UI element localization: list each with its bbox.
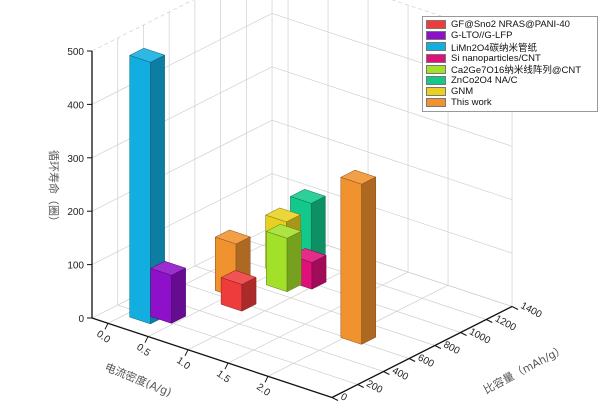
legend-label: GF@Sno2 NRAS@PANI-40: [451, 19, 570, 31]
legend: GF@Sno2 NRAS@PANI-40 G-LTO//G-LFP LiMn2O4碳…: [422, 16, 598, 112]
y-tick: [511, 306, 519, 310]
wall-grid-line: [271, 173, 513, 254]
x-tick-label: 0.0: [94, 329, 112, 346]
y-tick-label: 0: [339, 391, 349, 404]
y-tick: [357, 384, 364, 388]
z-tick-label: 400: [67, 100, 84, 111]
y-tick-label: 1400: [519, 300, 544, 320]
bar-side-face: [361, 176, 377, 345]
legend-label: Ca2Ge7O16纳米线阵列@CNT: [451, 65, 582, 77]
x-tick: [224, 362, 229, 370]
legend-item: LiMn2O4碳纳米管纸: [426, 41, 597, 54]
bar-front-face: [266, 231, 288, 293]
legend-swatch: [426, 98, 446, 108]
bar-front-face: [129, 55, 151, 325]
z-tick-label: 500: [67, 47, 84, 58]
legend-item: GF@Sno2 NRAS@PANI-40: [426, 19, 597, 30]
wall-grid-line: [271, 119, 513, 201]
bar-limn2o4-: [129, 47, 166, 325]
y-tick: [460, 332, 467, 336]
bar-top-face: [340, 169, 377, 185]
bar-top-face: [289, 189, 327, 204]
x-tick-label: 1.5: [214, 368, 232, 385]
legend-label: LiMn2O4碳纳米管纸: [451, 42, 538, 54]
wall-grid-line: [91, 0, 194, 52]
z-axis-title: 循环寿命（圈）: [47, 150, 61, 227]
legend-swatch: [426, 53, 446, 63]
bar-top-face: [150, 260, 187, 276]
y-tick: [408, 358, 416, 362]
y-tick: [486, 319, 493, 323]
x-tick: [144, 336, 149, 343]
floor-grid-line: [169, 278, 410, 359]
legend-swatch: [426, 42, 446, 52]
bar-gf-sno2-nras-pani-40: [220, 270, 257, 312]
bar-ca2ge7o16-cnt: [265, 223, 302, 293]
legend-swatch: [426, 76, 446, 86]
z-tick-label: 100: [67, 261, 84, 272]
x-tick-label: 2.0: [254, 382, 272, 399]
x-tick-label: 1.0: [174, 355, 192, 372]
bar-front-face: [150, 268, 172, 324]
legend-item: This work: [426, 97, 597, 108]
legend-item: Ca2Ge7O16纳米线阵列@CNT: [426, 64, 597, 77]
y-axis-title: 比容量（mAh/g）: [481, 342, 568, 397]
z-tick-label: 0: [78, 314, 84, 325]
y-tick-label: 1200: [493, 313, 518, 333]
legend-label: ZnCo2O4 NA/C: [451, 75, 518, 87]
legend-swatch: [426, 20, 446, 30]
axes: [87, 50, 519, 401]
legend-swatch: [426, 31, 446, 41]
x-tick: [184, 349, 189, 357]
wall-grid-line: [271, 66, 513, 147]
wall-grid-line: [91, 119, 273, 212]
bar-top-face: [129, 47, 166, 63]
y-tick: [383, 371, 390, 375]
legend-label: Si nanoparticles/CNT: [451, 52, 541, 64]
floor-grid-line: [187, 258, 369, 351]
legend-item: GNM: [426, 86, 597, 97]
z-tick-label: 300: [67, 154, 84, 165]
x-tick: [264, 376, 269, 383]
wall-grid-line: [91, 13, 273, 105]
legend-item: ZnCo2O4 NA/C: [426, 75, 597, 86]
y-axis-line: [331, 305, 513, 399]
bar-side-face: [286, 230, 302, 293]
legend-swatch: [426, 87, 446, 97]
x-axis-line: [91, 317, 333, 399]
y-tick: [434, 345, 442, 349]
x-axis-title: 电流密度(A/g): [103, 360, 174, 400]
y-tick-label: 200: [364, 378, 384, 396]
legend-item: Si nanoparticles/CNT: [426, 53, 597, 64]
bar-top-face: [264, 207, 302, 223]
bar-top-face: [220, 270, 257, 285]
floor-grid-line: [227, 271, 409, 364]
bar-this-work: [340, 169, 377, 345]
legend-label: GNM: [451, 86, 474, 98]
legend-label: G-LTO//G-LFP: [451, 30, 513, 42]
y-tick: [331, 397, 339, 401]
wall-grid-line: [91, 66, 273, 159]
legend-label: This work: [451, 97, 492, 109]
x-tick: [104, 323, 109, 330]
y-tick-label: 400: [390, 365, 410, 383]
bar-top-face: [214, 229, 251, 245]
legend-swatch: [426, 64, 446, 74]
bar-front-face: [340, 176, 362, 345]
bars: [129, 47, 377, 345]
y-tick-label: 600: [416, 352, 436, 370]
x-tick-label: 0.5: [134, 342, 152, 359]
bar-side-face: [171, 267, 186, 324]
z-tick-label: 200: [67, 207, 84, 218]
bar-g-lto-g-lfp: [150, 260, 187, 324]
bar-top-face: [265, 223, 302, 239]
y-tick-label: 1000: [467, 326, 492, 346]
wall-grid-line: [91, 173, 273, 265]
legend-item: G-LTO//G-LFP: [426, 30, 597, 41]
y-tick-label: 800: [441, 339, 461, 357]
